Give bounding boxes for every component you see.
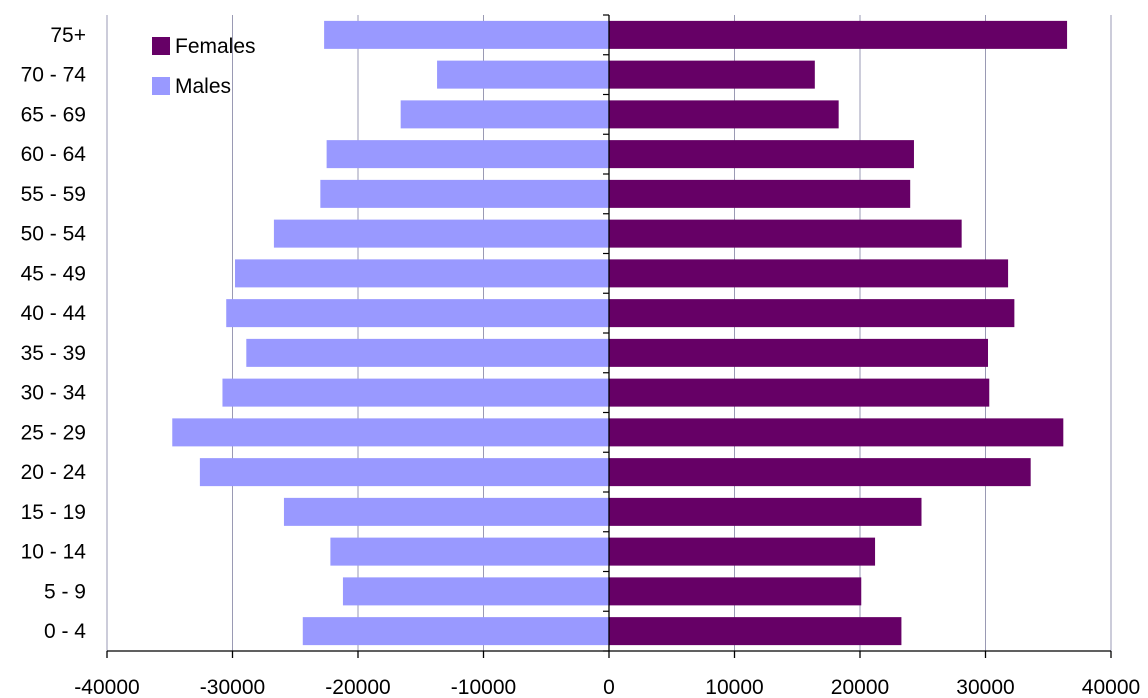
bar-females-2 — [609, 537, 876, 566]
x-tick-label: -40000 — [74, 676, 139, 698]
bar-males-15 — [324, 20, 609, 49]
bar-females-13 — [609, 100, 839, 129]
legend-swatch-males — [152, 77, 170, 95]
x-tick-label: 20000 — [831, 676, 889, 698]
bar-males-3 — [283, 497, 609, 526]
legend-swatch-females — [152, 37, 170, 55]
bar-females-10 — [609, 219, 962, 248]
bar-females-11 — [609, 179, 911, 208]
legend: Females Males — [152, 35, 256, 98]
x-tick-label: -30000 — [200, 676, 265, 698]
bar-females-4 — [609, 458, 1031, 487]
y-tick-label: 5 - 9 — [44, 580, 86, 603]
y-axis-tick-labels: 0 - 4 5 - 9 10 - 14 15 - 19 20 - 24 25 - 29 30… — [21, 24, 87, 643]
bars — [172, 20, 1068, 646]
bar-males-0 — [302, 617, 609, 646]
bar-females-3 — [609, 497, 922, 526]
x-tick-label: -20000 — [325, 676, 390, 698]
y-tick-label: 20 - 24 — [21, 461, 87, 484]
y-tick-label: 65 - 69 — [21, 103, 86, 126]
bar-males-14 — [437, 60, 609, 89]
bar-females-6 — [609, 378, 990, 407]
bar-males-9 — [235, 259, 609, 288]
y-tick-label: 30 - 34 — [21, 382, 87, 405]
y-tick-label: 45 - 49 — [21, 262, 86, 285]
bar-females-14 — [609, 60, 815, 89]
bar-males-1 — [342, 577, 609, 606]
bar-males-12 — [326, 140, 609, 169]
bar-males-11 — [320, 179, 609, 208]
x-tick-label: 40000 — [1082, 676, 1140, 698]
bar-males-4 — [199, 458, 609, 487]
y-tick-label: 70 - 74 — [21, 64, 87, 87]
y-tick-label: 0 - 4 — [44, 620, 86, 643]
y-tick-label: 55 - 59 — [21, 183, 86, 206]
bar-males-5 — [172, 418, 609, 447]
bar-males-10 — [273, 219, 609, 248]
bar-males-7 — [246, 338, 609, 367]
bar-females-8 — [609, 299, 1015, 328]
y-tick-label: 15 - 19 — [21, 501, 86, 524]
x-axis-tick-labels: -40000 -30000 -20000 -10000 0 10000 20000 30000… — [74, 676, 1140, 698]
bar-females-9 — [609, 259, 1009, 288]
bar-females-12 — [609, 140, 914, 169]
bar-females-5 — [609, 418, 1064, 447]
y-tick-label: 25 - 29 — [21, 421, 86, 444]
y-tick-label: 60 - 64 — [21, 143, 87, 166]
bar-males-8 — [226, 299, 609, 328]
bar-females-0 — [609, 617, 902, 646]
bar-males-13 — [400, 100, 609, 129]
y-tick-label: 40 - 44 — [21, 302, 87, 325]
x-tick-label: 0 — [603, 676, 615, 698]
y-tick-label: 35 - 39 — [21, 342, 86, 365]
y-tick-label: 10 - 14 — [21, 541, 87, 564]
x-tick-label: -10000 — [451, 676, 516, 698]
x-tick-label: 10000 — [705, 676, 763, 698]
legend-label-males: Males — [175, 75, 231, 98]
bar-females-1 — [609, 577, 862, 606]
bar-males-2 — [330, 537, 609, 566]
legend-label-females: Females — [175, 35, 256, 58]
bar-females-7 — [609, 338, 989, 367]
y-tick-label: 75+ — [50, 24, 86, 47]
y-tick-label: 50 - 54 — [21, 223, 87, 246]
axes — [106, 14, 1112, 658]
x-tick-label: 30000 — [956, 676, 1014, 698]
bar-males-6 — [222, 378, 609, 407]
bar-females-15 — [609, 20, 1068, 49]
